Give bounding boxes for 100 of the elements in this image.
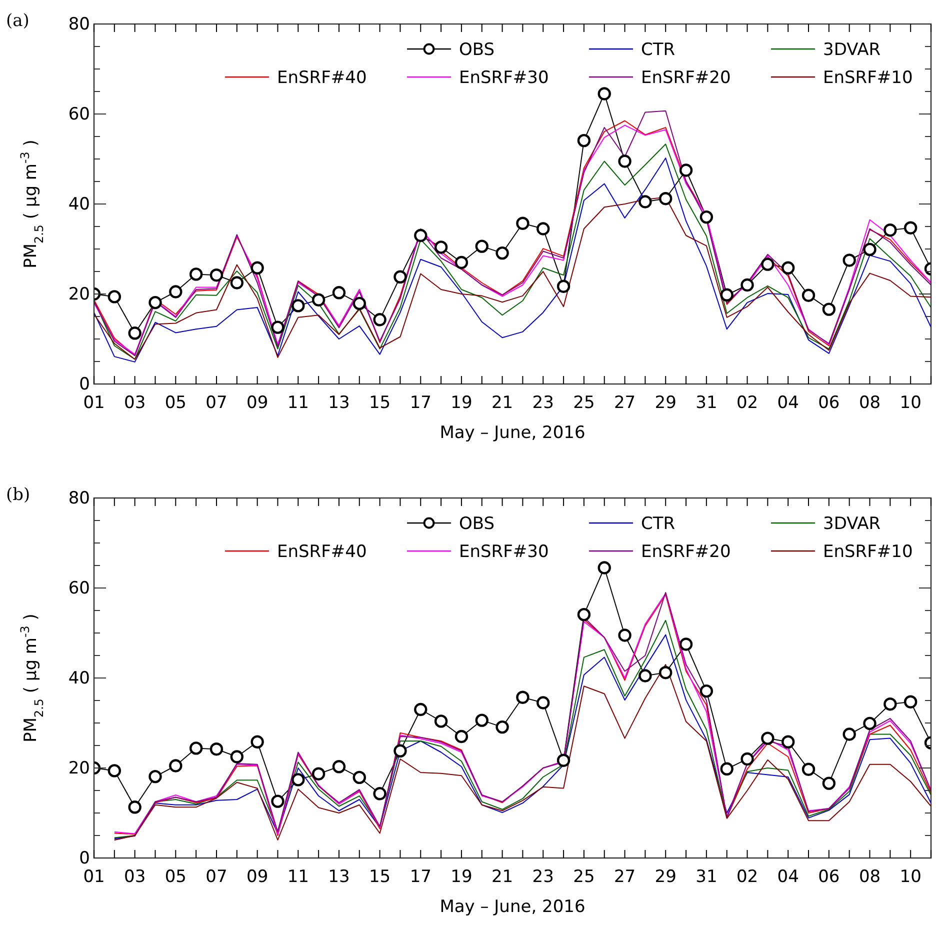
point [108,290,122,304]
legend-label: EnSRF#40 [277,542,367,562]
x-tick-label: 08 [858,867,881,888]
x-tick-label: 07 [206,393,228,414]
point [659,192,672,206]
x-tick-label: 11 [287,393,309,414]
point [700,210,714,224]
x-tick-label: 01 [83,393,105,414]
chart-title: (b) [6,485,30,505]
point [598,87,611,100]
point [556,280,570,293]
x-tick-label: 31 [696,393,718,414]
legend-label: 3DVAR [823,514,881,534]
x-tick-label: 08 [858,393,881,414]
legend-label: CTR [641,514,676,534]
y-tick-label: 80 [68,488,90,508]
point [740,752,754,766]
x-tick-label: 19 [450,393,472,414]
x-tick-label: 29 [654,867,676,888]
point [250,735,264,748]
legend-label: EnSRF#20 [641,68,731,88]
x-tick-label: 17 [410,393,432,414]
point [496,246,509,260]
point [292,773,305,786]
point [842,728,856,741]
point [740,278,754,292]
x-tick-label: 25 [573,393,595,414]
x-tick-label: 27 [614,867,636,888]
point [761,258,774,271]
x-tick-label: 23 [532,867,554,888]
y-tick-label: 60 [68,104,90,124]
x-axis-title: May – June, 2016 [440,423,586,443]
x-tick-label: 04 [777,867,799,888]
point [292,299,305,312]
x-tick-label: 19 [450,867,472,888]
point [904,695,918,708]
x-tick-label: 06 [818,393,840,414]
point [700,684,714,698]
x-tick-label: 21 [491,393,514,414]
point [679,638,693,651]
y-tick-label: 60 [68,578,90,598]
y-tick-label: 40 [68,194,90,214]
x-tick-label: 04 [777,393,799,414]
y-tick-label: 0 [79,374,90,394]
x-tick-label: 15 [368,867,391,888]
x-tick-label: 29 [654,393,676,414]
x-tick-label: 27 [614,393,636,414]
x-tick-label: 09 [246,393,268,414]
point [148,770,162,784]
legend-label: EnSRF#30 [459,68,549,88]
y-tick-label: 20 [68,284,90,304]
x-tick-label: 07 [206,867,228,888]
point [352,770,366,784]
point [414,228,428,242]
point [352,296,366,310]
point [434,714,448,728]
point [394,744,407,758]
x-tick-label: 21 [491,867,514,888]
point [434,240,448,254]
point [496,720,509,734]
point [394,270,407,284]
point [822,776,836,790]
x-tick-label: 02 [736,393,758,414]
legend-label: OBS [459,514,495,534]
point [516,690,530,704]
legend-label: EnSRF#20 [641,542,731,562]
x-tick-label: 10 [900,867,922,888]
point [618,628,632,642]
point [454,256,468,270]
point [169,759,182,772]
x-tick-label: 25 [573,867,595,888]
x-tick-label: 13 [328,867,350,888]
point [210,742,224,756]
point [822,302,836,316]
point [536,696,550,710]
point [761,732,774,745]
point [516,216,530,230]
point [679,164,693,177]
point [271,794,284,808]
point [842,254,856,267]
point [536,222,550,236]
x-tick-label: 06 [818,867,840,888]
x-tick-label: 09 [246,867,268,888]
point [884,224,897,237]
point [312,293,326,306]
y-tick-label: 0 [79,848,90,868]
point [475,714,488,727]
point [332,286,346,300]
x-tick-label: 23 [532,393,554,414]
point [189,742,203,755]
point [373,313,386,326]
x-tick-label: 01 [83,867,105,888]
point [577,134,591,148]
legend-label: EnSRF#10 [823,68,913,88]
point [638,669,652,682]
point [230,750,244,764]
point [475,240,488,253]
y-tick-label: 80 [68,14,90,34]
point [414,702,428,716]
x-tick-label: 11 [287,867,309,888]
